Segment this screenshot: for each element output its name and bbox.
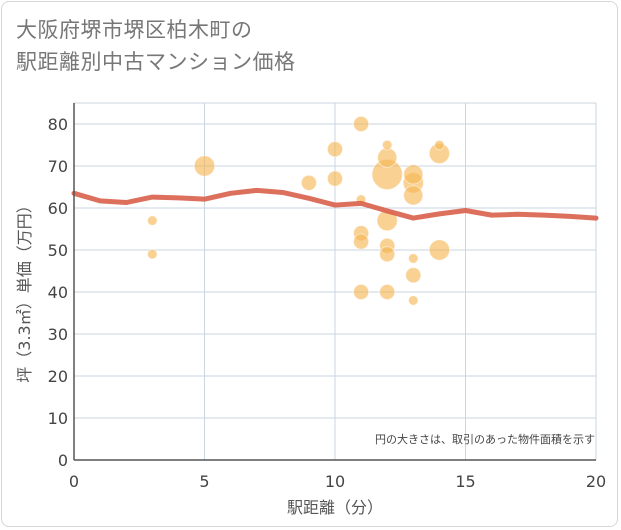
y-tick-label: 60 — [48, 199, 68, 218]
y-tick-label: 50 — [48, 241, 68, 260]
x-axis-label: 駅距離（分） — [287, 498, 383, 517]
y-tick-label: 30 — [48, 325, 68, 344]
data-point — [326, 170, 344, 187]
axes: 0 10 20 30 40 50 60 70 80 0 5 10 15 20 — [48, 103, 606, 491]
x-tick-label: 10 — [325, 472, 345, 491]
data-point — [379, 246, 396, 263]
bubbles — [146, 115, 451, 306]
data-point — [403, 185, 424, 206]
data-point — [352, 115, 370, 133]
y-tick-label: 0 — [58, 451, 68, 470]
y-tick-label: 40 — [48, 283, 68, 302]
data-point — [326, 141, 344, 158]
data-point — [405, 267, 422, 284]
x-tick-label: 0 — [69, 472, 79, 491]
size-note: 円の大きさは、取引のあった物件面積を示す — [375, 432, 595, 446]
data-point — [146, 248, 158, 260]
y-tick-label: 80 — [48, 115, 68, 134]
data-point — [300, 174, 318, 191]
data-point — [352, 283, 370, 301]
grid — [74, 102, 597, 460]
data-point — [434, 139, 445, 151]
x-tick-label: 15 — [455, 472, 475, 491]
x-tick-label: 20 — [586, 472, 606, 491]
title-line-1: 大阪府堺市堺区柏木町の — [16, 18, 253, 42]
y-tick-label: 20 — [48, 367, 68, 386]
chart-title: 大阪府堺市堺区柏木町の 駅距離別中古マンション価格 — [16, 14, 296, 78]
data-point — [381, 139, 393, 151]
data-point — [379, 283, 396, 301]
y-tick-label: 10 — [48, 409, 68, 428]
trend-line — [71, 187, 599, 221]
y-axis-label: 坪（3.3㎡）単価（万円） — [15, 197, 34, 382]
data-point — [146, 215, 158, 226]
data-point — [407, 295, 419, 306]
data-point — [377, 147, 398, 168]
data-point — [407, 253, 419, 264]
x-tick-label: 5 — [199, 472, 209, 491]
data-point — [403, 164, 424, 185]
trend-line-group — [71, 187, 599, 221]
data-point — [352, 233, 370, 250]
data-point — [428, 239, 451, 261]
title-line-2: 駅距離別中古マンション価格 — [16, 50, 296, 74]
y-tick-label: 70 — [48, 157, 68, 176]
data-point — [193, 155, 216, 177]
